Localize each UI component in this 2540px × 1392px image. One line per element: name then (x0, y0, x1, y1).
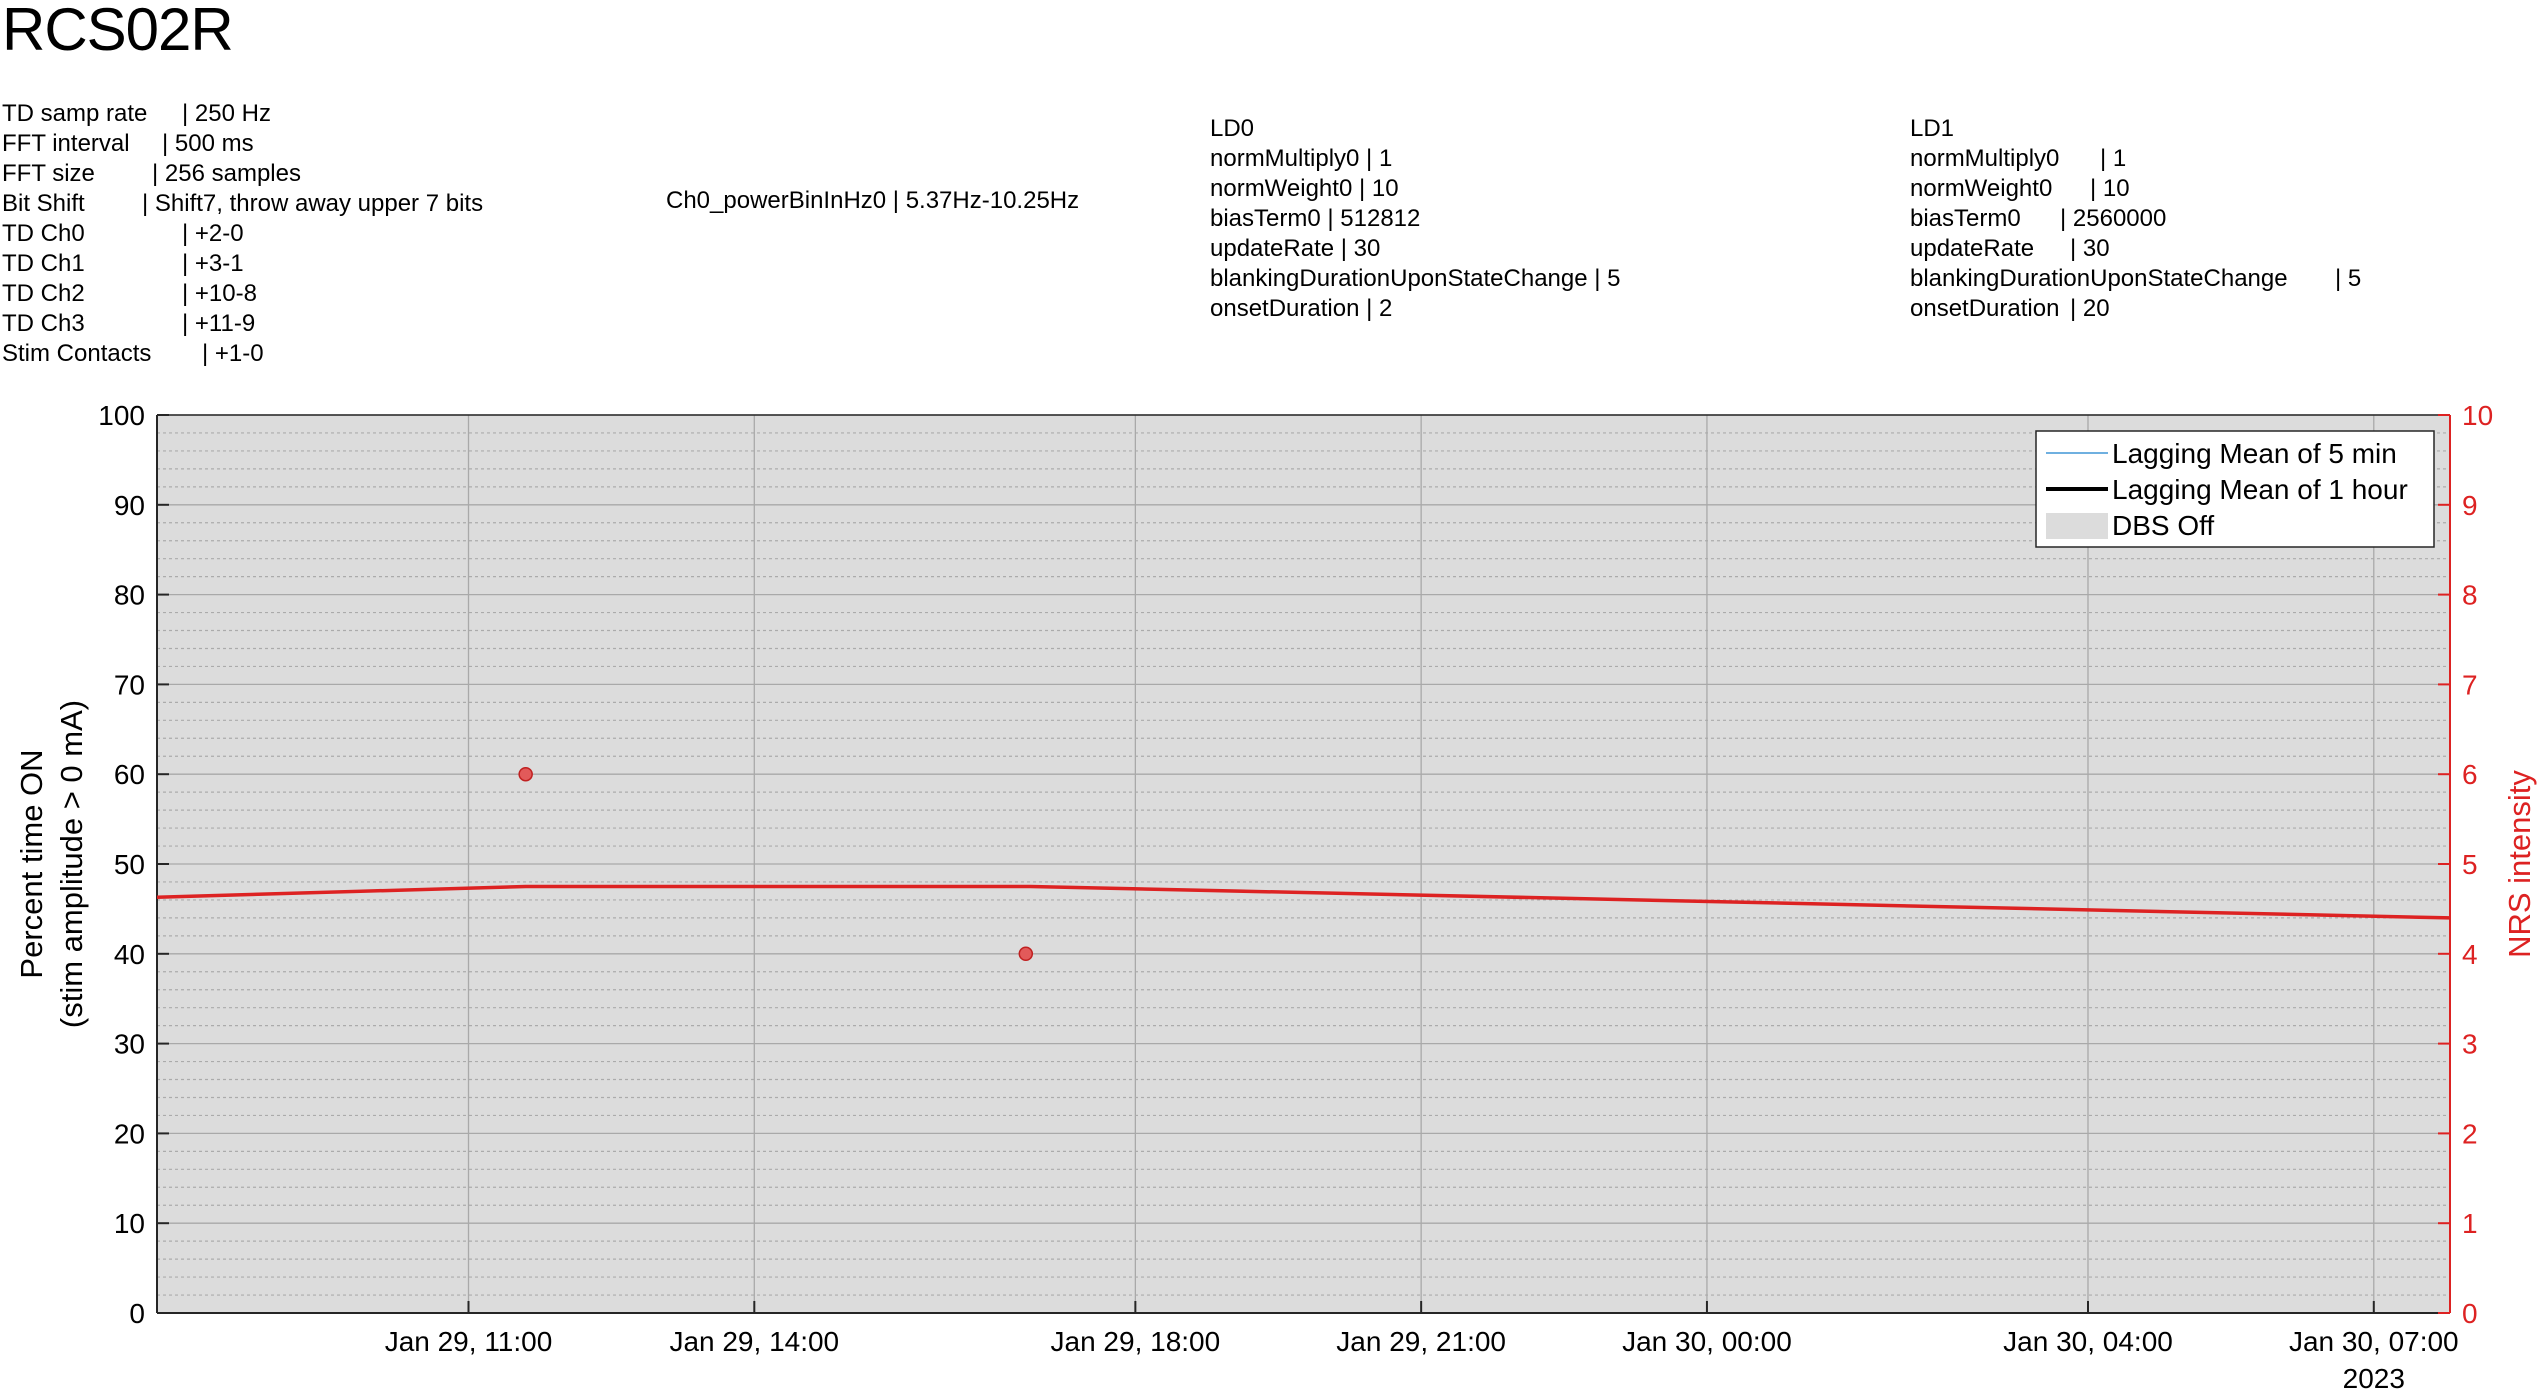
x-tick-label: Jan 29, 11:00 (385, 1326, 553, 1357)
y-tick-label-right: 3 (2462, 1029, 2478, 1060)
ld1-label: biasTerm0 (1910, 205, 2021, 232)
settings-value: | +1-0 (202, 340, 264, 367)
y-tick-label-left: 30 (114, 1029, 145, 1060)
settings-label: Bit Shift (2, 190, 85, 217)
y-tick-label-left: 80 (114, 580, 145, 611)
settings-label: TD Ch0 (2, 220, 85, 247)
legend-label-dbs-off: DBS Off (2112, 510, 2214, 541)
ld0-row-text: onsetDuration | 2 (1210, 295, 1393, 322)
ld1-value: | 30 (2070, 235, 2110, 262)
legend-label-1hour: Lagging Mean of 1 hour (2112, 474, 2408, 505)
legend-swatch-dbs-off (2046, 513, 2108, 539)
y-tick-label-left: 40 (114, 939, 145, 970)
y-tick-label-right: 8 (2462, 580, 2478, 611)
y-tick-label-left: 60 (114, 759, 145, 790)
x-tick-label: Jan 29, 14:00 (669, 1326, 839, 1357)
settings-value: | 250 Hz (182, 100, 271, 127)
ld1-value: | 10 (2090, 175, 2130, 202)
y-tick-label-left: 50 (114, 849, 145, 880)
settings-value: | Shift7, throw away upper 7 bits (142, 190, 484, 217)
nrs-point (518, 766, 533, 782)
nrs-point (1018, 946, 1034, 962)
ld1-label: blankingDurationUponStateChange (1910, 265, 2288, 292)
settings-label: TD Ch2 (2, 280, 85, 307)
y-tick-label-right: 2 (2462, 1118, 2478, 1149)
y-tick-label-right: 6 (2462, 759, 2478, 790)
power-bin-text: Ch0_powerBinInHz0 | 5.37Hz-10.25Hz (666, 187, 1080, 214)
settings-value: | +3-1 (182, 250, 244, 277)
settings-label: TD Ch1 (2, 250, 85, 277)
legend: Lagging Mean of 5 min Lagging Mean of 1 h… (2035, 430, 2435, 548)
settings-label: FFT size (2, 160, 95, 187)
settings-label: FFT interval (2, 130, 130, 157)
y-axis-title-left-sub: (stim amplitude > 0 mA) (54, 700, 89, 1028)
ld1-label: updateRate (1910, 235, 2035, 262)
y-tick-label-right: 7 (2462, 669, 2478, 700)
settings-value: | +11-9 (182, 310, 256, 337)
settings-value: | 256 samples (152, 160, 301, 187)
ld0-heading-text: LD0 (1210, 115, 1255, 142)
legend-label-5min: Lagging Mean of 5 min (2112, 438, 2397, 469)
ld1-value: | 2560000 (2060, 205, 2167, 232)
y-tick-label-right: 1 (2462, 1208, 2478, 1239)
ld0-row-text: biasTerm0 | 512812 (1210, 205, 1421, 232)
settings-value: | +10-8 (182, 280, 257, 307)
x-tick-label: Jan 30, 04:00 (2003, 1326, 2173, 1357)
x-tick-label: Jan 29, 21:00 (1336, 1326, 1506, 1357)
y-axis-title-right: NRS intensity (2502, 770, 2537, 958)
ld1-value: | 5 (2335, 265, 2362, 292)
settings-label: Stim Contacts (2, 340, 152, 367)
x-tick-label: Jan 30, 07:00 (2289, 1326, 2459, 1357)
ld0-row-text: blankingDurationUponStateChange | 5 (1210, 265, 1621, 292)
settings-value: | +2-0 (182, 220, 244, 247)
y-tick-label-left: 10 (114, 1208, 145, 1239)
y-tick-label-left: 20 (114, 1118, 145, 1149)
nrs-trend-line (156, 884, 2451, 920)
ld0-row-text: normMultiply0 | 1 (1210, 145, 1393, 172)
y-tick-label-left: 100 (98, 400, 145, 431)
y-tick-label-right: 9 (2462, 490, 2478, 521)
y-tick-label-right: 4 (2462, 939, 2478, 970)
ld1-label: onsetDuration (1910, 295, 2060, 322)
ld1-label: normWeight0 (1910, 175, 2053, 202)
y-tick-label-right: 5 (2462, 849, 2478, 880)
x-tick-label: Jan 30, 00:00 (1622, 1326, 1792, 1357)
y-tick-label-right: 10 (2462, 400, 2493, 431)
ld1-value: | 1 (2100, 145, 2127, 172)
y-tick-label-right: 0 (2462, 1298, 2478, 1329)
ld1-label: normMultiply0 (1910, 145, 2060, 172)
settings-label: TD Ch3 (2, 310, 85, 337)
ld1-value: | 20 (2070, 295, 2110, 322)
y-tick-label-left: 70 (114, 669, 145, 700)
ld1-heading-text: LD1 (1910, 115, 1955, 142)
y-tick-label-left: 0 (129, 1298, 145, 1329)
x-year-label: 2023 (2343, 1363, 2405, 1392)
y-tick-label-left: 90 (114, 490, 145, 521)
settings-label: TD samp rate (2, 100, 148, 127)
settings-value: | 500 ms (162, 130, 254, 157)
x-tick-label: Jan 29, 18:00 (1051, 1326, 1221, 1357)
y-axis-title-left: Percent time ON (14, 749, 49, 978)
ld0-row-text: normWeight0 | 10 (1210, 175, 1399, 202)
ld0-row-text: updateRate | 30 (1210, 235, 1381, 262)
page-title: RCS02R (2, 0, 234, 63)
